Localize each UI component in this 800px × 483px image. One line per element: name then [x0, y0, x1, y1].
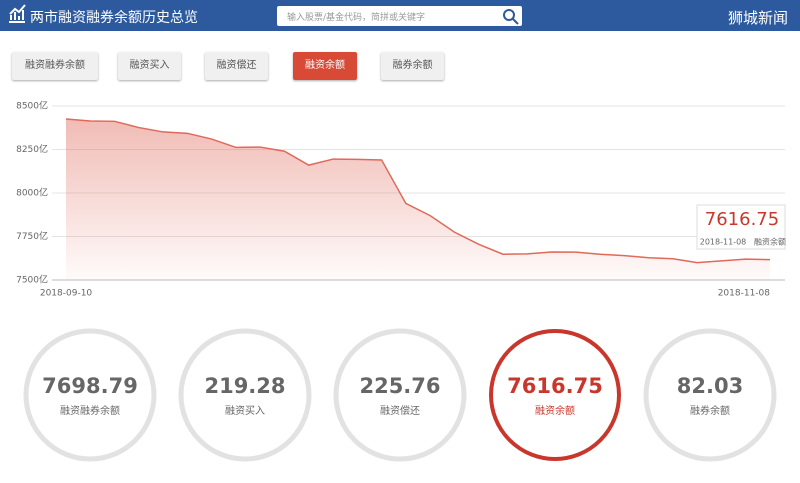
y-tick-label: 7750亿	[16, 230, 48, 242]
tooltip-box	[696, 204, 786, 250]
summary-label: 融资融券余额	[60, 404, 120, 417]
search-icon[interactable]	[501, 7, 521, 27]
tab[interactable]: 融资余额	[293, 52, 357, 80]
tab[interactable]: 融资融券余额	[12, 52, 98, 80]
summary-label: 融券余额	[690, 404, 730, 417]
y-tick-label: 8000亿	[16, 187, 48, 199]
page-title: 两市融资融券余额历史总览	[30, 10, 198, 26]
watermark: 狮城新闻	[727, 9, 788, 27]
summary-label: 融资偿还	[380, 404, 420, 417]
summary-value: 7616.75	[507, 374, 603, 398]
summary-value: 225.76	[359, 374, 440, 398]
area	[66, 119, 770, 280]
summary-ring[interactable]	[23, 328, 157, 462]
logo-icon	[9, 4, 26, 23]
search-placeholder: 输入股票/基金代码，简拼或关键字	[287, 13, 426, 23]
tab[interactable]: 融券余额	[381, 52, 444, 80]
y-tick-label: 8250亿	[16, 143, 48, 155]
y-tick-label: 8500亿	[16, 100, 48, 112]
summary-label: 融资买入	[225, 405, 265, 417]
tooltip-value: 7616.75	[705, 209, 779, 230]
search-box[interactable]: 输入股票/基金代码，简拼或关键字	[277, 6, 522, 26]
header: 两市融资融券余额历史总览 输入股票/基金代码，简拼或关键字 狮城新闻	[0, 0, 800, 31]
summary-value: 82.03	[677, 374, 743, 398]
line	[65, 118, 771, 264]
tab[interactable]: 融资偿还	[205, 52, 268, 80]
tooltip-series: 融资余额	[754, 237, 786, 247]
summary-ring[interactable]	[178, 328, 312, 462]
summary-ring[interactable]	[489, 329, 621, 461]
x-tick-label: 2018-09-10	[40, 289, 93, 299]
tooltip-date: 2018-11-08	[700, 238, 747, 247]
summary-value: 219.28	[204, 374, 285, 398]
summary-ring[interactable]	[333, 328, 467, 462]
summary-ring[interactable]	[643, 328, 777, 462]
y-tick-label: 7500亿	[16, 274, 48, 286]
summary-label: 融资余额	[535, 404, 575, 417]
x-tick-label: 2018-11-08	[718, 289, 771, 299]
summary-value: 7698.79	[42, 374, 138, 398]
tab[interactable]: 融资买入	[118, 52, 181, 80]
